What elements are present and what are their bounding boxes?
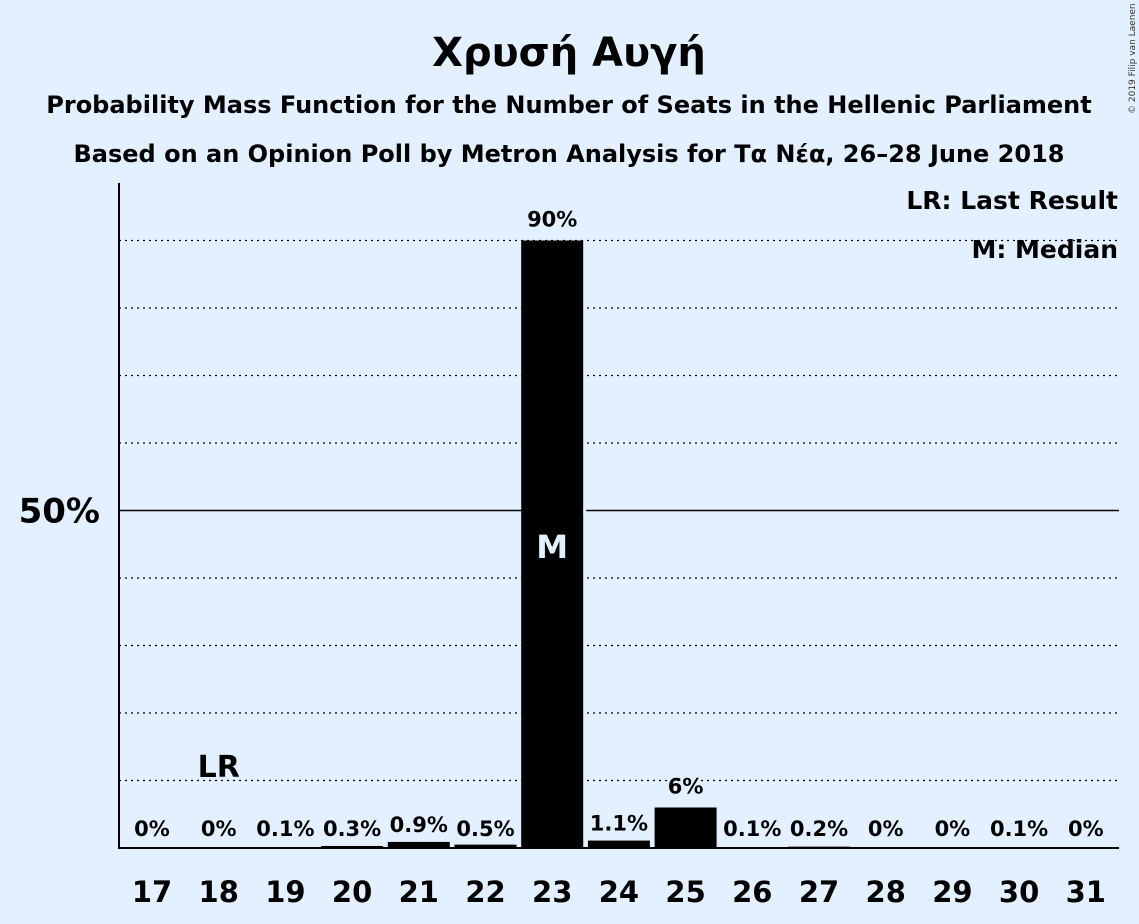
bars — [254, 240, 1051, 848]
x-tick-31: 31 — [1066, 875, 1106, 909]
data-label-27: 0.2% — [790, 817, 848, 841]
x-tick-20: 20 — [332, 875, 372, 909]
data-label-17: 0% — [134, 817, 170, 841]
x-tick-23: 23 — [532, 875, 572, 909]
data-labels: 0% 0% LR 0.1% 0.3% 0.9% 0.5% 90% M 1.1% 6% 0.1% 0.2%… — [134, 208, 1103, 842]
y-tick-labels: 50% — [19, 492, 100, 532]
chart-title: Χρυσή Αυγή — [432, 30, 706, 76]
data-label-28: 0% — [868, 817, 904, 841]
bar-23 — [521, 240, 584, 848]
x-tick-19: 19 — [265, 875, 305, 909]
x-tick-29: 29 — [932, 875, 972, 909]
data-label-31: 0% — [1068, 817, 1104, 841]
chart-subtitle-2: Based on an Opinion Poll by Metron Analy… — [74, 140, 1065, 168]
x-tick-28: 28 — [866, 875, 906, 909]
data-label-25: 6% — [668, 775, 704, 799]
x-tick-17: 17 — [132, 875, 172, 909]
gridline-gap — [583, 507, 587, 514]
data-label-26: 0.1% — [723, 817, 781, 841]
data-label-29: 0% — [935, 817, 971, 841]
bar-20 — [321, 845, 384, 848]
bar-24 — [587, 840, 650, 848]
x-tick-21: 21 — [399, 875, 439, 909]
data-label-19: 0.1% — [256, 817, 314, 841]
x-tick-25: 25 — [665, 875, 705, 909]
data-label-30: 0.1% — [990, 817, 1048, 841]
bar-25 — [654, 807, 717, 848]
data-label-21: 0.9% — [390, 813, 448, 837]
copyright-notice: © 2019 Filip van Laenen — [1128, 3, 1138, 114]
data-label-23: 90% — [527, 208, 577, 232]
legend-median: M: Median — [971, 235, 1118, 264]
data-label-18: 0% — [201, 817, 237, 841]
chart-subtitle-1: Probability Mass Function for the Number… — [46, 91, 1091, 119]
bar-22 — [454, 844, 517, 848]
data-label-20: 0.3% — [323, 817, 381, 841]
x-tick-30: 30 — [999, 875, 1039, 909]
data-label-24: 1.1% — [590, 812, 648, 836]
x-tick-24: 24 — [599, 875, 639, 909]
last-result-marker: LR — [198, 750, 240, 785]
x-tick-labels: 17 18 19 20 21 22 23 24 25 26 27 28 29 30 31 — [132, 875, 1106, 909]
legend-last-result: LR: Last Result — [906, 186, 1118, 215]
x-tick-22: 22 — [465, 875, 505, 909]
x-tick-26: 26 — [732, 875, 772, 909]
gridlines — [119, 239, 1119, 782]
median-marker: M — [536, 528, 568, 566]
y-tick-label: 50% — [19, 492, 100, 532]
x-tick-27: 27 — [799, 875, 839, 909]
x-tick-18: 18 — [199, 875, 239, 909]
data-label-22: 0.5% — [456, 817, 514, 841]
bar-21 — [387, 841, 450, 848]
